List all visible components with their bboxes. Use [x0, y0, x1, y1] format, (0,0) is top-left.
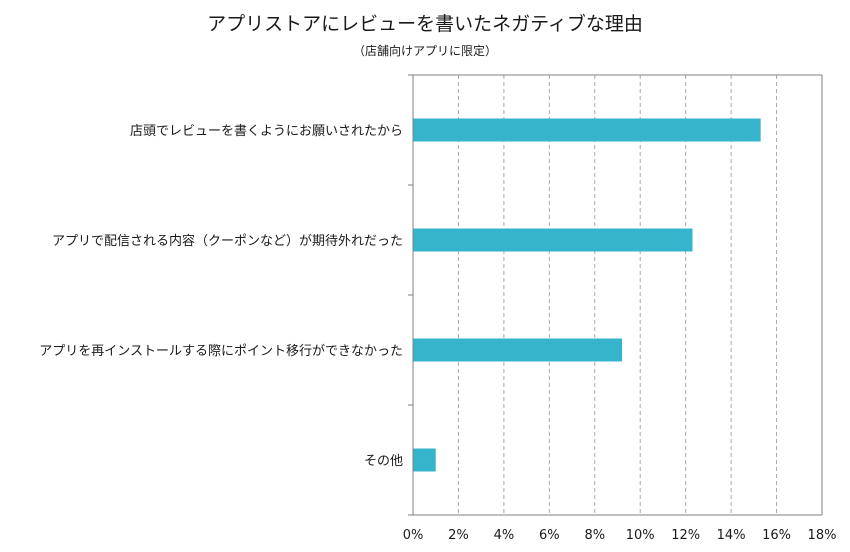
x-tick-label: 4%: [494, 528, 515, 543]
bars: [413, 118, 761, 472]
chart-subtitle: （店舗向けアプリに限定）: [353, 43, 497, 58]
bar: [413, 118, 761, 142]
category-label: 店頭でレビューを書くようにお願いされたから: [130, 124, 403, 139]
category-label: その他: [364, 454, 403, 469]
x-tick-labels: 0% 2% 4% 6% 8% 10% 12% 14% 16% 18%: [403, 528, 837, 543]
x-tick-label: 14%: [717, 528, 746, 543]
x-tick-label: 16%: [762, 528, 791, 543]
x-tick-label: 10%: [626, 528, 655, 543]
grid-lines: [457, 75, 823, 515]
bar: [413, 338, 623, 362]
x-tick-label: 0%: [403, 528, 424, 543]
category-labels: 店頭でレビューを書くようにお願いされたからアプリで配信される内容（クーポンなど）…: [39, 124, 403, 469]
x-tick-label: 12%: [671, 528, 700, 543]
bar: [413, 448, 436, 472]
axes: [408, 74, 822, 516]
category-label: アプリを再インストールする際にポイント移行ができなかった: [39, 344, 403, 359]
bar: [413, 228, 693, 252]
x-tick-label: 6%: [539, 528, 560, 543]
x-tick-label: 2%: [448, 528, 469, 543]
chart-title: アプリストアにレビューを書いたネガティブな理由: [207, 12, 643, 35]
x-tick-label: 18%: [808, 528, 837, 543]
category-label: アプリで配信される内容（クーポンなど）が期待外れだった: [52, 233, 403, 249]
x-tick-label: 8%: [584, 528, 605, 543]
